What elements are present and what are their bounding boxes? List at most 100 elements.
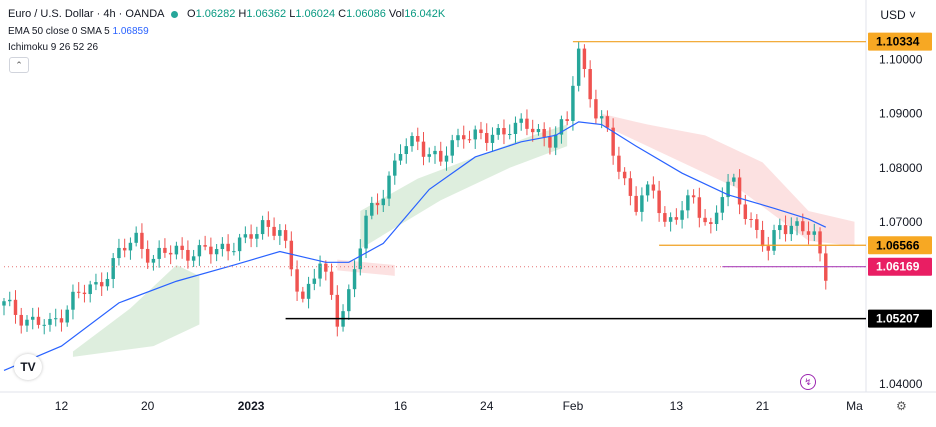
- candle-body: [8, 299, 12, 302]
- price-tick-label: 1.09000: [879, 107, 923, 121]
- symbol-title[interactable]: Euro / U.S. Dollar · 4h · OANDA: [8, 8, 164, 20]
- candle-body: [278, 230, 282, 236]
- candle-body: [410, 136, 414, 147]
- candle-body: [375, 202, 380, 206]
- time-tick-label: 12: [55, 399, 69, 413]
- candle-body: [433, 150, 437, 155]
- candle-body: [197, 245, 202, 257]
- candle-body: [48, 318, 52, 325]
- candle-body: [99, 282, 104, 287]
- candle-body: [812, 231, 817, 235]
- candle-body: [105, 278, 110, 287]
- candle-body: [484, 133, 489, 143]
- candle-body: [306, 283, 311, 299]
- candle-body: [347, 289, 351, 312]
- gear-icon[interactable]: ⚙: [896, 399, 907, 413]
- candle-body: [88, 284, 92, 295]
- price-tick-label: 1.10000: [879, 53, 923, 67]
- candle-body: [801, 221, 805, 232]
- candle-body: [634, 195, 638, 212]
- candle-body: [25, 319, 29, 326]
- price-level-label: 1.06169: [876, 260, 920, 274]
- market-status-icon: [170, 10, 178, 18]
- candle-body: [301, 291, 305, 299]
- candle-body: [594, 99, 598, 119]
- candle-body: [519, 118, 523, 123]
- flash-icon[interactable]: ↯: [800, 374, 816, 390]
- candle-body: [439, 150, 443, 162]
- candle-body: [588, 69, 592, 100]
- candle-body: [31, 316, 35, 320]
- candle-body: [180, 245, 184, 250]
- time-tick-label: 13: [670, 399, 684, 413]
- tradingview-logo[interactable]: TV: [14, 354, 42, 380]
- candle-body: [760, 229, 765, 247]
- candle-body: [140, 232, 144, 249]
- time-tick-label: 2023: [238, 399, 265, 413]
- candle-body: [163, 247, 167, 253]
- candle-body: [559, 119, 564, 135]
- candle-body: [743, 204, 748, 220]
- candle-body: [599, 116, 604, 119]
- price-level-label: 1.06566: [876, 238, 920, 252]
- candle-body: [295, 269, 299, 292]
- candle-body: [818, 231, 822, 254]
- candle-body: [122, 247, 127, 251]
- candle-body: [404, 146, 408, 155]
- candle-body: [226, 243, 230, 252]
- price-level-tag: [868, 257, 932, 276]
- candle-body: [157, 247, 161, 259]
- candle-body: [13, 299, 18, 315]
- candle-body: [174, 245, 179, 255]
- candle-body: [42, 324, 46, 326]
- price-tick-label: 1.08000: [879, 161, 923, 175]
- candle-body: [329, 271, 334, 295]
- candle-body: [427, 154, 431, 157]
- ema-label: EMA 50 close 0 SMA 5: [8, 26, 110, 37]
- price-tick-label: 1.07000: [879, 215, 923, 229]
- ichimoku-legend[interactable]: Ichimoku 9 26 52 26: [8, 42, 98, 53]
- candle-body: [778, 225, 782, 231]
- candle-body: [697, 197, 702, 218]
- candle-body: [266, 220, 271, 227]
- candle-body: [628, 178, 633, 196]
- candle-body: [479, 129, 483, 134]
- candle-body: [806, 231, 811, 235]
- candle-body: [398, 154, 403, 161]
- time-tick-label: 20: [141, 399, 155, 413]
- candle-body: [507, 134, 512, 136]
- candle-body: [766, 246, 771, 251]
- candle-body: [324, 263, 328, 272]
- candle-body: [134, 232, 138, 243]
- candle-body: [335, 294, 340, 327]
- candle-body: [65, 309, 69, 323]
- candle-body: [59, 318, 64, 323]
- ema-legend[interactable]: EMA 50 close 0 SMA 5 1.06859: [8, 26, 149, 37]
- symbol-header[interactable]: Euro / U.S. Dollar · 4h · OANDA O1.06282…: [8, 8, 445, 20]
- price-level-label: 1.05207: [876, 312, 920, 326]
- candle-body: [617, 155, 621, 172]
- candle-body: [622, 171, 627, 179]
- candle-body: [789, 225, 794, 235]
- candle-body: [651, 184, 656, 191]
- candle-body: [703, 217, 707, 223]
- price-level-tag: [868, 309, 932, 328]
- candle-body: [145, 248, 150, 263]
- candle-body: [289, 240, 294, 270]
- candle-body: [680, 210, 684, 220]
- candle-body: [214, 249, 219, 255]
- candle-body: [53, 318, 58, 320]
- chevron-up-icon[interactable]: ⌃: [9, 57, 29, 73]
- candle-body: [19, 314, 23, 326]
- candle-body: [691, 195, 696, 198]
- candle-body: [456, 135, 460, 141]
- time-tick-label: 21: [756, 399, 770, 413]
- candle-body: [2, 301, 6, 306]
- open-label: O: [187, 8, 196, 20]
- candle-body: [416, 136, 420, 142]
- candle-body: [772, 230, 776, 251]
- candle-body: [467, 139, 472, 141]
- currency-selector[interactable]: USD ˅: [880, 8, 916, 22]
